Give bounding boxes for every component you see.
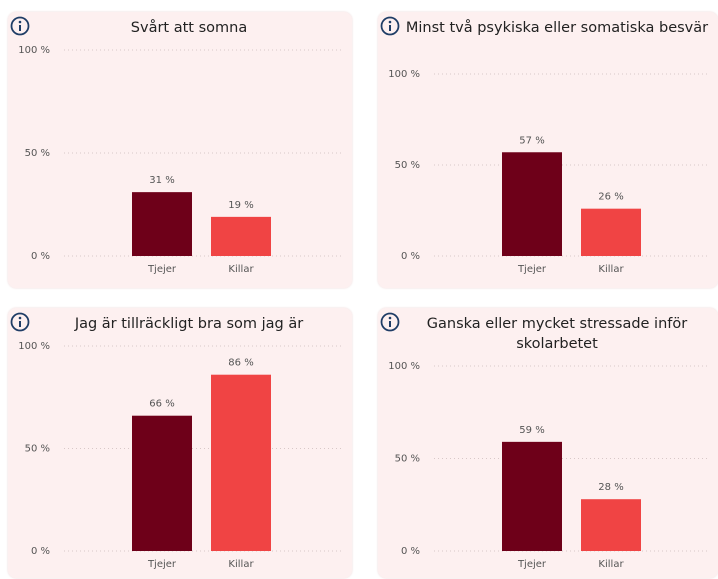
- y-tick-label: 50 %: [25, 444, 50, 455]
- bar: [502, 152, 562, 256]
- bar: [581, 208, 641, 256]
- bar: [502, 441, 562, 551]
- value-label: 66 %: [149, 399, 174, 410]
- y-tick-label: 100 %: [388, 361, 420, 372]
- x-tick-label: Tjejer: [517, 559, 547, 570]
- info-icon[interactable]: [380, 16, 400, 36]
- info-dot: [388, 316, 392, 320]
- y-tick-label: 0 %: [31, 251, 50, 262]
- x-tick-label: Killar: [228, 559, 254, 570]
- info-icon[interactable]: [10, 16, 30, 36]
- x-tick-label: Tjejer: [517, 264, 547, 275]
- y-tick-label: 0 %: [401, 546, 420, 557]
- bar: [581, 499, 641, 551]
- chart-panel: 0 % 50 % 100 % 66 % Tjejer 86 % Killar Jag är t…: [8, 308, 352, 578]
- chart: 0 % 50 % 100 % 57 % Tjejer 26 % Killar: [380, 16, 710, 275]
- info-dot: [388, 20, 392, 24]
- bar: [132, 415, 192, 551]
- bar: [211, 216, 271, 256]
- chart: 0 % 50 % 100 % 31 % Tjejer 19 % Killar: [10, 16, 344, 275]
- y-tick-label: 100 %: [18, 341, 50, 352]
- y-tick-label: 50 %: [395, 160, 420, 171]
- x-tick-label: Killar: [598, 559, 624, 570]
- y-tick-label: 0 %: [401, 251, 420, 262]
- info-dot: [18, 316, 22, 320]
- x-tick-label: Tjejer: [147, 559, 177, 570]
- chart-panel: 0 % 50 % 100 % 57 % Tjejer 26 % Killar Minst tv…: [378, 12, 718, 288]
- value-label: 28 %: [598, 482, 623, 493]
- info-dot: [18, 20, 22, 24]
- y-tick-label: 50 %: [395, 454, 420, 465]
- chart: 0 % 50 % 100 % 66 % Tjejer 86 % Killar: [10, 312, 344, 570]
- y-tick-label: 100 %: [388, 69, 420, 80]
- value-label: 19 %: [228, 200, 253, 211]
- y-tick-label: 100 %: [18, 45, 50, 56]
- chart-panel: 0 % 50 % 100 % 31 % Tjejer 19 % Killar Svårt at…: [8, 12, 352, 288]
- info-circle: [380, 16, 400, 36]
- x-tick-label: Killar: [228, 264, 254, 275]
- chart-title: Svårt att somna: [130, 20, 248, 36]
- info-circle: [380, 312, 400, 332]
- info-icon[interactable]: [380, 312, 400, 332]
- chart-title: Minst två psykiska eller somatiska besvä…: [405, 20, 709, 36]
- info-icon[interactable]: [10, 312, 30, 332]
- x-tick-label: Killar: [598, 264, 624, 275]
- x-tick-label: Tjejer: [147, 264, 177, 275]
- info-circle: [10, 312, 30, 332]
- y-tick-label: 0 %: [31, 546, 50, 557]
- value-label: 26 %: [598, 192, 623, 203]
- value-label: 59 %: [519, 425, 544, 436]
- chart: 0 % 50 % 100 % 59 % Tjejer 28 % Killar: [380, 312, 710, 570]
- chart-panel: 0 % 50 % 100 % 59 % Tjejer 28 % Killar Ganska e…: [378, 308, 718, 578]
- value-label: 86 %: [228, 358, 253, 369]
- chart-title: Ganska eller mycket stressade inför skol…: [426, 316, 688, 352]
- value-label: 31 %: [149, 175, 174, 186]
- bar: [211, 374, 271, 551]
- bar: [132, 192, 192, 256]
- chart-title: Jag är tillräckligt bra som jag är: [74, 316, 304, 332]
- info-circle: [10, 16, 30, 36]
- value-label: 57 %: [519, 135, 544, 146]
- y-tick-label: 50 %: [25, 148, 50, 159]
